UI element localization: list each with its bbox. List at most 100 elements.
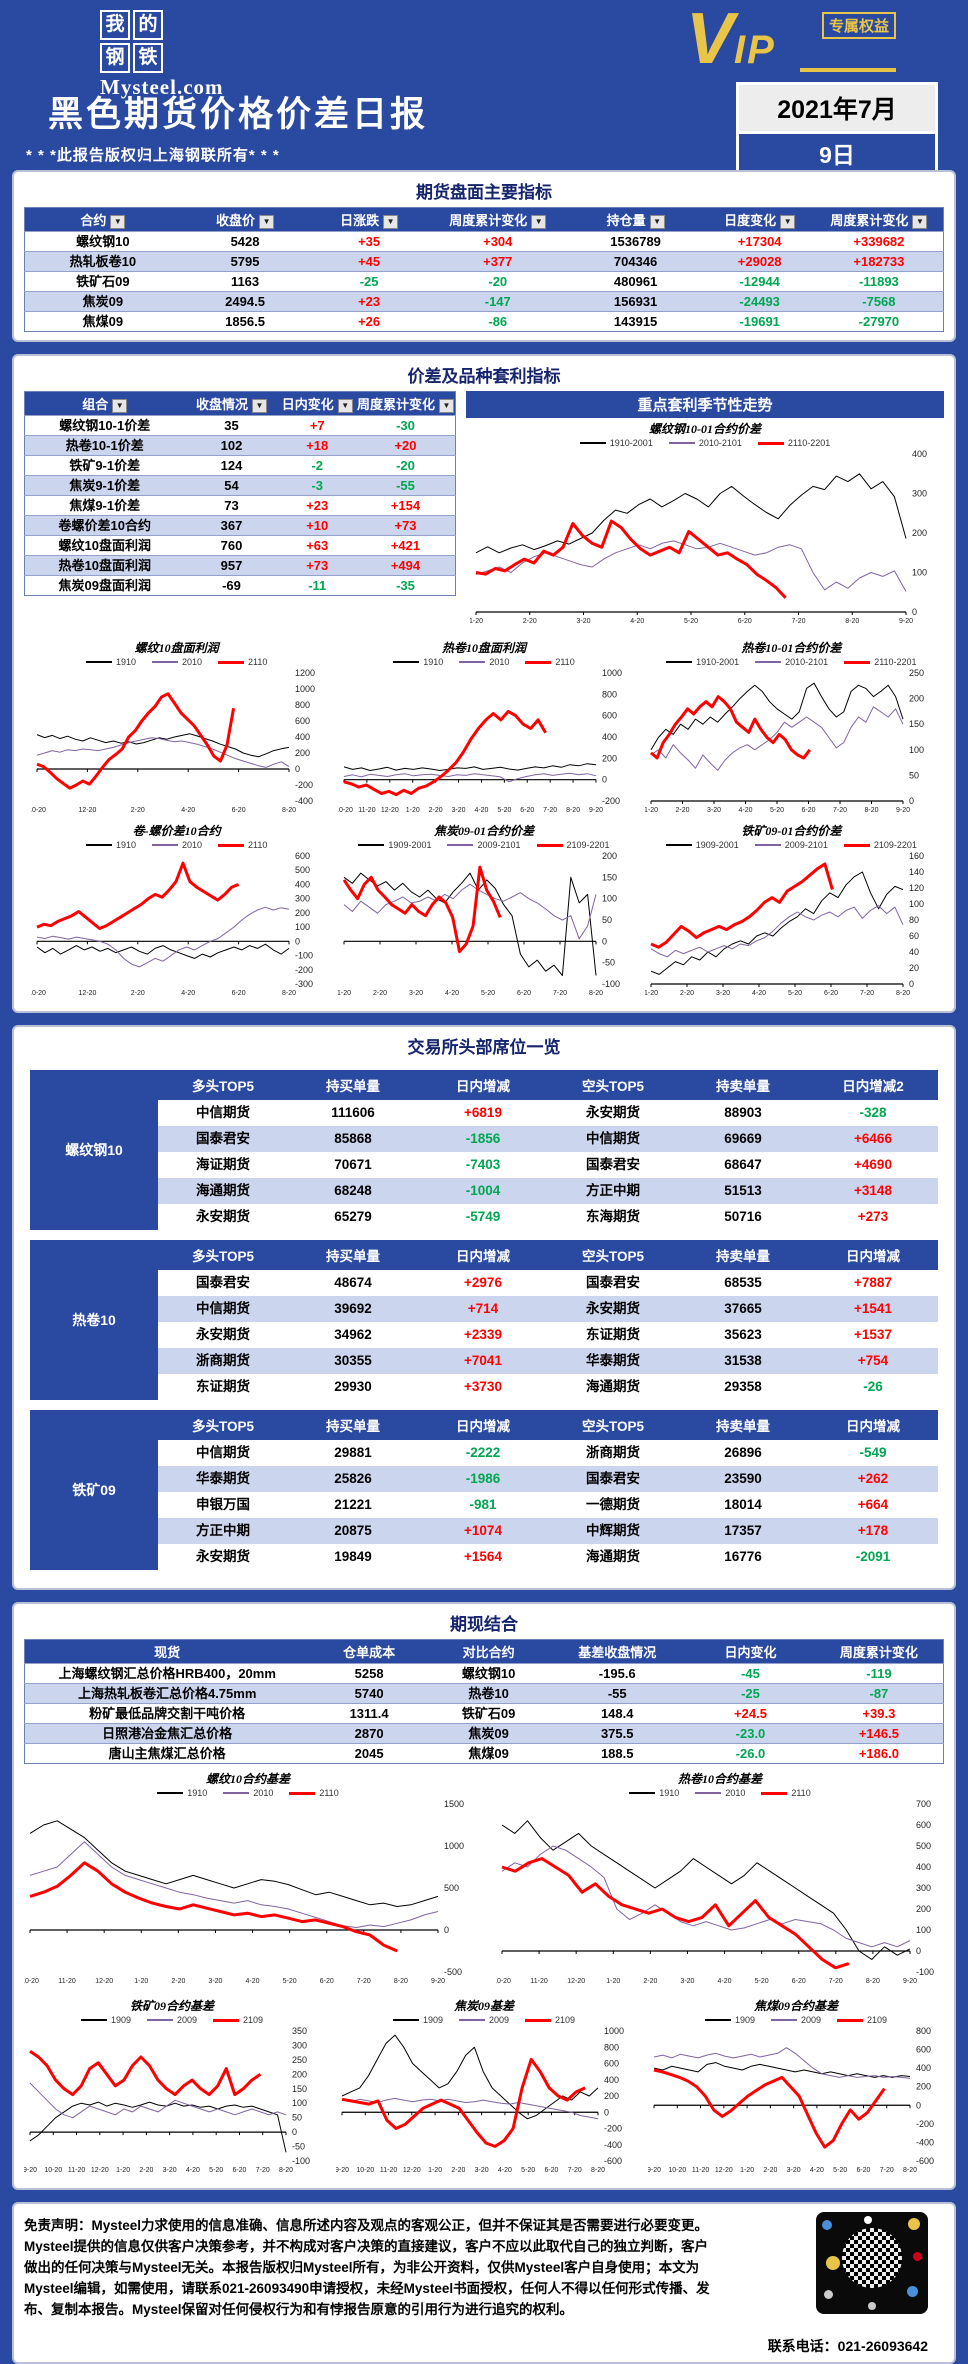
svg-text:9-20: 9-20 — [899, 618, 913, 625]
basis-table: 现货 仓单成本 对比合约 基差收盘情况 日内变化 周度累计变化 上海螺纹钢汇总价格HRB4… — [24, 1639, 944, 1764]
legend-label: 2110-2201 — [874, 657, 917, 667]
svg-text:9-20: 9-20 — [336, 2167, 349, 2174]
cell-contract: 焦煤09 — [428, 1743, 549, 1764]
svg-text:3-20: 3-20 — [409, 990, 423, 997]
chart-plot: 1000 800 600 400 200 0 -200 10-20 11-20 12-20 1-20… — [335, 668, 622, 814]
cell-day-change: +35 — [309, 231, 429, 252]
svg-text:11-20: 11-20 — [68, 2167, 85, 2174]
seat-group-rebar10: 螺纹钢10 多头TOP5 持买单量 日内增减 空头TOP5 持卖单量 日内增减2 中信期货… — [30, 1070, 938, 1230]
chart-plot: 250 200 150 100 50 0 1-20 2-20 3-20 4-20 5-20 6-20 7… — [644, 668, 924, 814]
logo-character: 铁 — [133, 43, 163, 73]
svg-text:2-20: 2-20 — [429, 807, 443, 814]
futures-row: 焦煤09 1856.5 +26 -86 143915 -19691 -27970 — [24, 311, 944, 332]
cell-long-firm: 永安期货 — [196, 1209, 250, 1224]
basis-row: 上海热轧板卷汇总价格4.75mm 5740 热卷10 -55 -25 -87 — [24, 1683, 944, 1704]
svg-text:4-20: 4-20 — [186, 2167, 200, 2174]
logo-character: 我 — [100, 10, 130, 40]
cell-long-firm: 东证期货 — [196, 1379, 250, 1394]
cell-day-change: +63 — [278, 535, 356, 556]
cell-short-firm: 海通期货 — [586, 1549, 640, 1564]
filter-dropdown-icon[interactable]: ▼ — [531, 215, 547, 229]
cell-sell-volume: 50716 — [724, 1209, 762, 1224]
legend-line-swatch — [358, 844, 385, 846]
cell-long-firm: 永安期货 — [196, 1549, 250, 1564]
cell-combo: 焦煤9-1价差 — [24, 495, 185, 516]
cell-day-change: -45 — [686, 1663, 815, 1684]
filter-dropdown-icon[interactable]: ▼ — [252, 399, 267, 413]
filter-dropdown-icon[interactable]: ▼ — [438, 399, 454, 413]
seat-row: 国泰君安 48674 +2976 国泰君安 68535 +7887 — [158, 1270, 938, 1296]
svg-text:6-20: 6-20 — [520, 807, 534, 814]
svg-text:350: 350 — [292, 2026, 307, 2036]
cell-sell-change: -2091 — [855, 1549, 891, 1564]
svg-text:0: 0 — [916, 2100, 921, 2110]
seats-table: 多头TOP5 持买单量 日内增减 空头TOP5 持卖单量 日内增减2 中信期货 11160… — [158, 1070, 938, 1230]
svg-text:150: 150 — [292, 2084, 307, 2094]
svg-text:8-20: 8-20 — [394, 1978, 408, 1985]
cell-long-firm: 海证期货 — [196, 1157, 250, 1172]
cell-day-change: +7 — [278, 415, 356, 436]
chart-plot: 800 600 400 200 0 -200 -400 -600 9-20 10-20 11-20 1… — [647, 2026, 934, 2174]
svg-text:11-20: 11-20 — [358, 807, 375, 814]
cell-short-firm: 海通期货 — [586, 1379, 640, 1394]
legend-label: 2009 — [800, 2015, 822, 2025]
cell-buy-change: -1856 — [465, 1131, 501, 1146]
filter-dropdown-icon[interactable]: ▼ — [649, 215, 665, 229]
chart-iron-ore-09-basis: 铁矿09合约基差 1909 2009 2109 350 300 250 200 150 100 50… — [23, 1997, 320, 2180]
cell-long-firm: 中信期货 — [196, 1445, 250, 1460]
cell-sell-volume: 35623 — [724, 1327, 762, 1342]
legend-label: 2010-2101 — [785, 657, 829, 667]
filter-dropdown-icon[interactable]: ▼ — [912, 215, 928, 229]
svg-text:100: 100 — [916, 1925, 931, 1935]
cell-short-firm: 国泰君安 — [586, 1275, 640, 1290]
svg-text:3-20: 3-20 — [163, 2167, 177, 2174]
filter-dropdown-icon[interactable]: ▼ — [337, 399, 353, 413]
cell-buy-volume: 85868 — [334, 1131, 372, 1146]
cell-buy-volume: 21221 — [334, 1497, 372, 1512]
chart-plot: 1200 1000 800 600 400 200 0 -200 -400 10-20 12-20 2… — [28, 668, 315, 814]
svg-text:8-20: 8-20 — [865, 807, 879, 814]
cell-sell-volume: 68535 — [724, 1275, 762, 1290]
cell-close: 1163 — [180, 271, 310, 292]
cell-week-change: -55 — [355, 475, 456, 496]
cell-sell-change: +754 — [857, 1353, 889, 1368]
cell-sell-change: +178 — [857, 1523, 889, 1538]
cell-week-change: +186.0 — [814, 1743, 944, 1764]
report-date-month: 2021年7月 — [739, 85, 935, 131]
svg-text:4-20: 4-20 — [445, 990, 459, 997]
legend-line-swatch — [666, 661, 693, 663]
filter-dropdown-icon[interactable]: ▼ — [112, 399, 128, 413]
vip-v-glyph: V — [686, 0, 735, 79]
column-header: 日内增减 — [808, 1240, 938, 1270]
cell-close: -69 — [184, 575, 279, 596]
svg-text:1000: 1000 — [602, 668, 622, 678]
filter-dropdown-icon[interactable]: ▼ — [110, 215, 126, 229]
svg-text:6-20: 6-20 — [738, 618, 752, 625]
svg-text:600: 600 — [295, 851, 310, 861]
column-header: 多头TOP5 — [158, 1070, 288, 1100]
filter-dropdown-icon[interactable]: ▼ — [383, 215, 399, 229]
cell-sell-change: +7887 — [854, 1275, 892, 1290]
cell-short-firm: 华泰期货 — [586, 1353, 640, 1368]
svg-text:5-20: 5-20 — [770, 807, 784, 814]
svg-text:5-20: 5-20 — [684, 618, 698, 625]
svg-text:-100: -100 — [292, 2156, 310, 2166]
futures-row: 热轧板卷10 5795 +45 +377 704346 +29028 +1827… — [24, 251, 944, 272]
cell-contract: 螺纹钢10 — [24, 231, 181, 252]
svg-text:1-20: 1-20 — [645, 990, 658, 997]
contact-phone: 联系电话：021-26093642 — [767, 2338, 928, 2354]
svg-text:5-20: 5-20 — [833, 2167, 847, 2174]
legend-line-swatch — [695, 1792, 722, 1794]
cell-buy-change: +7041 — [464, 1353, 502, 1368]
filter-dropdown-icon[interactable]: ▼ — [780, 215, 796, 229]
cell-buy-volume: 20875 — [334, 1523, 372, 1538]
logo-character: 的 — [133, 10, 163, 40]
legend-line-swatch — [157, 1792, 184, 1794]
svg-text:6-20: 6-20 — [856, 2167, 870, 2174]
filter-dropdown-icon[interactable]: ▼ — [259, 215, 275, 229]
svg-text:600: 600 — [916, 2045, 931, 2055]
svg-text:200: 200 — [916, 1904, 931, 1914]
svg-text:0: 0 — [604, 2107, 609, 2117]
